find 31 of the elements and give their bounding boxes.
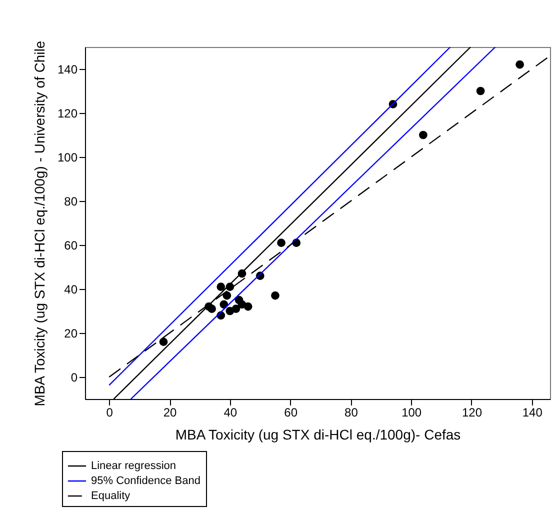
point <box>244 302 252 311</box>
x-tick-label: 60 <box>284 406 298 420</box>
x-tick-label: 20 <box>163 406 178 420</box>
y-tick-label: 20 <box>64 326 78 340</box>
x-tick-label: 80 <box>344 406 358 420</box>
point <box>419 130 428 140</box>
point <box>277 238 286 247</box>
point <box>232 304 240 313</box>
y-tick-label: 0 <box>70 370 78 384</box>
x-tick-label: 140 <box>522 406 543 420</box>
y-tick-label: 140 <box>57 62 78 76</box>
x-tick-label: 0 <box>106 406 114 420</box>
x-axis-title: MBA Toxicity (ug STX di-HCl eq./100g)- Cefas <box>175 426 461 442</box>
y-axis-title: MBA Toxicity (ug STX di-HCl eq./100g) - University of Chile <box>31 40 48 406</box>
y-tick-label: 80 <box>64 194 78 208</box>
legend-label: Equality <box>91 490 131 502</box>
point <box>216 282 226 291</box>
y-tick-label: 60 <box>64 238 78 252</box>
point <box>271 291 280 300</box>
x-tick-label: 40 <box>224 406 238 420</box>
y-tick-label: 100 <box>57 150 78 164</box>
y-tick-label: 120 <box>57 106 78 120</box>
point <box>159 338 168 346</box>
legend-label: 95% Confidence Band <box>91 475 200 487</box>
point <box>476 86 485 96</box>
y-tick-label: 40 <box>64 282 78 296</box>
point <box>516 60 524 69</box>
x-tick-label: 120 <box>462 406 482 420</box>
point <box>208 304 216 313</box>
x-tick-label: 100 <box>402 406 422 420</box>
legend-label: Linear regression <box>91 460 176 472</box>
